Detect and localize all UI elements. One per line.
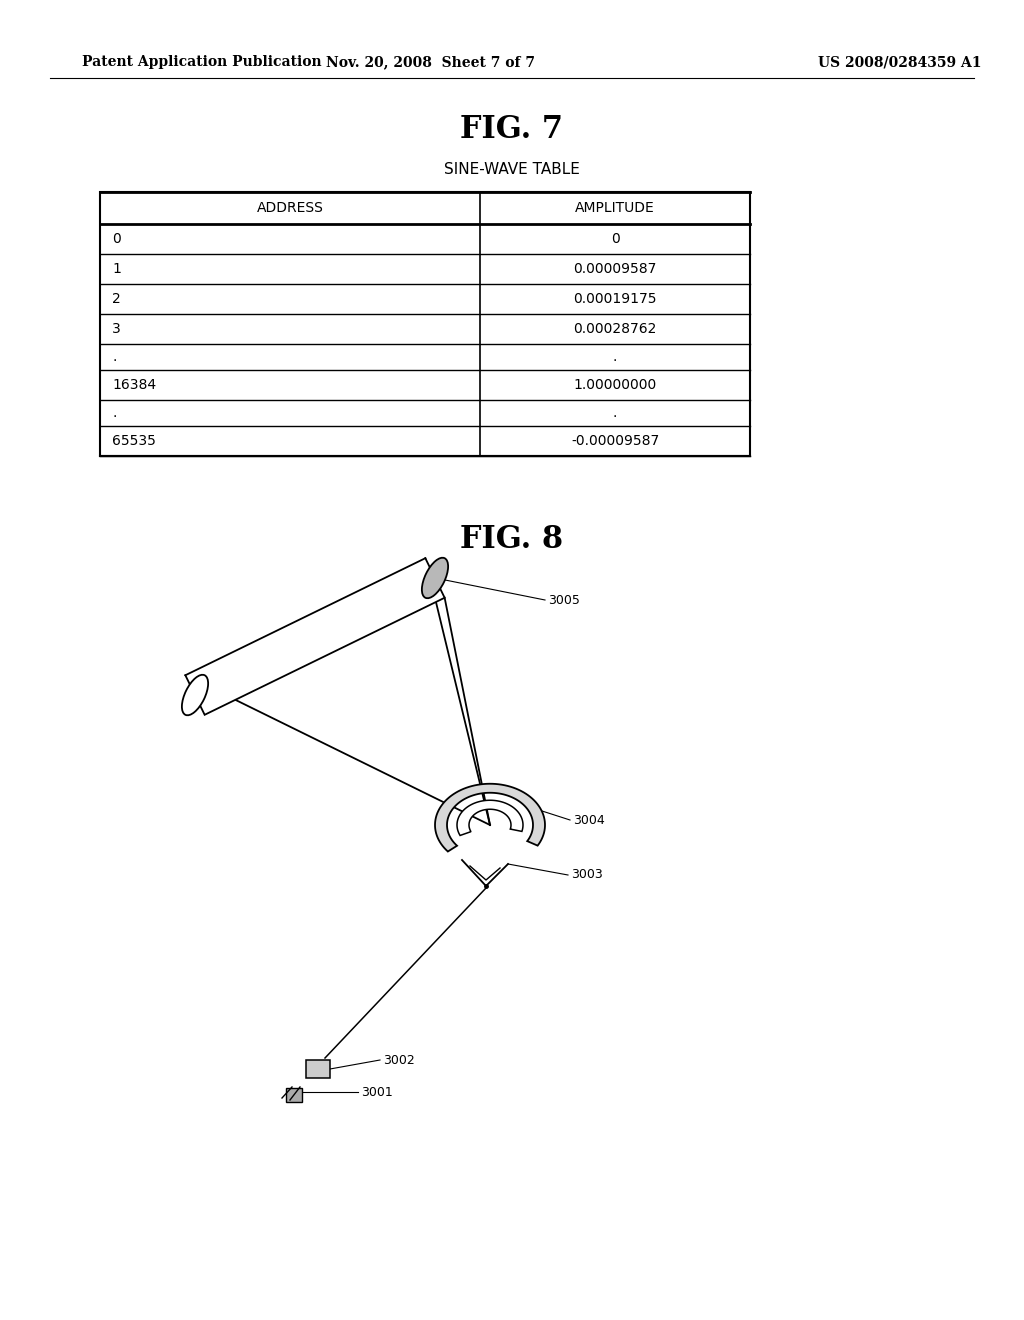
Text: 0.00019175: 0.00019175 bbox=[573, 292, 656, 306]
Bar bbox=[100, 191, 750, 455]
Ellipse shape bbox=[422, 558, 449, 598]
Text: .: . bbox=[612, 350, 617, 364]
Bar bbox=[306, 1060, 330, 1078]
Text: 2: 2 bbox=[112, 292, 121, 306]
Polygon shape bbox=[185, 558, 444, 715]
Text: Nov. 20, 2008  Sheet 7 of 7: Nov. 20, 2008 Sheet 7 of 7 bbox=[326, 55, 535, 69]
Text: AMPLITUDE: AMPLITUDE bbox=[575, 201, 655, 215]
Text: 0: 0 bbox=[112, 232, 121, 246]
Text: FIG. 7: FIG. 7 bbox=[461, 115, 563, 145]
Text: 1.00000000: 1.00000000 bbox=[573, 378, 656, 392]
Text: US 2008/0284359 A1: US 2008/0284359 A1 bbox=[818, 55, 982, 69]
Ellipse shape bbox=[182, 675, 208, 715]
Text: 3: 3 bbox=[112, 322, 121, 337]
Text: 1: 1 bbox=[112, 261, 121, 276]
Text: 3002: 3002 bbox=[383, 1053, 415, 1067]
Text: 3001: 3001 bbox=[361, 1085, 393, 1098]
Text: .: . bbox=[112, 350, 117, 364]
Bar bbox=[286, 1088, 302, 1102]
Text: 3003: 3003 bbox=[571, 869, 603, 882]
Text: Patent Application Publication: Patent Application Publication bbox=[82, 55, 322, 69]
Text: .: . bbox=[112, 407, 117, 420]
Text: .: . bbox=[612, 407, 617, 420]
Text: 0: 0 bbox=[610, 232, 620, 246]
Text: 3004: 3004 bbox=[573, 813, 605, 826]
Text: 0.00009587: 0.00009587 bbox=[573, 261, 656, 276]
Polygon shape bbox=[435, 784, 545, 851]
Text: 3005: 3005 bbox=[548, 594, 580, 606]
Text: ADDRESS: ADDRESS bbox=[257, 201, 324, 215]
Text: SINE-WAVE TABLE: SINE-WAVE TABLE bbox=[444, 162, 580, 177]
Text: -0.00009587: -0.00009587 bbox=[570, 434, 659, 447]
Text: 0.00028762: 0.00028762 bbox=[573, 322, 656, 337]
Text: FIG. 8: FIG. 8 bbox=[461, 524, 563, 556]
Text: 16384: 16384 bbox=[112, 378, 156, 392]
Text: 65535: 65535 bbox=[112, 434, 156, 447]
Polygon shape bbox=[457, 800, 523, 836]
